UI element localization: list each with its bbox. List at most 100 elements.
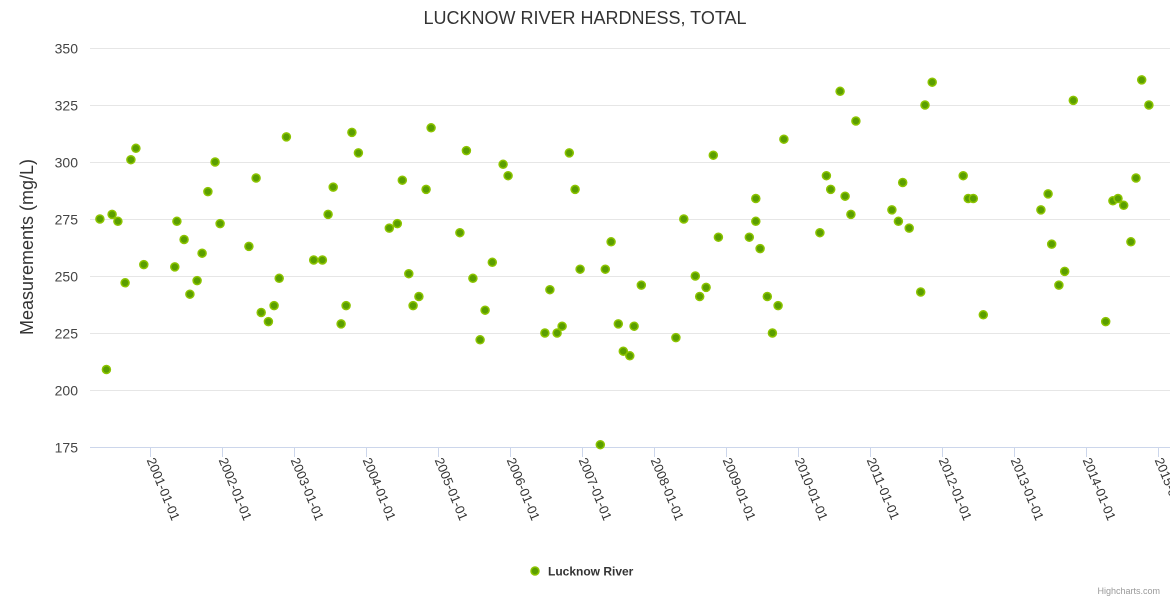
data-point[interactable] <box>397 175 408 185</box>
data-point[interactable] <box>773 300 783 311</box>
data-point[interactable] <box>920 100 930 110</box>
data-point[interactable] <box>840 191 850 201</box>
data-point[interactable] <box>897 177 908 188</box>
data-point[interactable] <box>107 209 117 220</box>
data-point[interactable] <box>274 273 284 284</box>
data-point[interactable] <box>384 223 395 233</box>
data-point[interactable] <box>835 86 845 97</box>
data-point[interactable] <box>392 218 403 229</box>
data-point[interactable] <box>475 335 485 345</box>
data-point[interactable] <box>564 148 575 158</box>
data-point[interactable] <box>251 173 261 183</box>
data-point[interactable] <box>120 278 130 288</box>
data-point[interactable] <box>779 134 789 144</box>
data-point[interactable] <box>421 184 431 195</box>
data-point[interactable] <box>197 248 207 258</box>
data-point[interactable] <box>179 234 189 245</box>
data-point[interactable] <box>480 305 490 315</box>
data-point[interactable] <box>203 186 213 197</box>
data-point[interactable] <box>139 259 149 270</box>
data-point[interactable] <box>755 243 765 254</box>
data-point[interactable] <box>113 216 123 227</box>
data-point[interactable] <box>671 332 681 343</box>
data-point[interactable] <box>170 262 180 272</box>
data-point[interactable] <box>762 291 773 302</box>
data-point[interactable] <box>625 351 635 361</box>
data-point[interactable] <box>978 310 989 320</box>
data-point[interactable] <box>767 328 778 338</box>
data-point[interactable] <box>690 271 701 281</box>
data-point[interactable] <box>893 216 904 227</box>
data-point[interactable] <box>552 328 562 338</box>
data-point[interactable] <box>815 227 825 238</box>
data-point[interactable] <box>751 216 761 227</box>
data-point[interactable] <box>1043 189 1053 199</box>
data-point[interactable] <box>414 291 424 302</box>
data-point[interactable] <box>821 170 832 181</box>
data-point[interactable] <box>887 205 897 215</box>
data-point[interactable] <box>1131 173 1141 183</box>
data-point[interactable] <box>825 184 836 195</box>
data-point[interactable] <box>101 364 112 375</box>
data-point[interactable] <box>570 184 580 195</box>
data-point[interactable] <box>904 223 914 233</box>
data-point[interactable] <box>281 132 292 142</box>
data-point[interactable] <box>185 289 195 299</box>
data-point[interactable] <box>701 282 711 293</box>
data-point[interactable] <box>468 273 478 284</box>
data-point[interactable] <box>341 300 351 311</box>
legend-label[interactable]: Lucknow River <box>548 565 634 579</box>
data-point[interactable] <box>1118 200 1129 211</box>
data-point[interactable] <box>126 154 136 165</box>
credits-link[interactable]: Highcharts.com <box>1097 586 1160 596</box>
legend-item-lucknow-river[interactable]: Lucknow River <box>530 565 634 579</box>
data-point[interactable] <box>545 284 555 295</box>
data-point[interactable] <box>461 145 472 156</box>
data-point[interactable] <box>968 193 979 204</box>
data-point[interactable] <box>1126 237 1136 247</box>
data-point[interactable] <box>353 148 364 158</box>
data-point[interactable] <box>851 116 861 126</box>
data-point[interactable] <box>575 264 585 274</box>
data-point[interactable] <box>172 216 182 227</box>
data-point[interactable] <box>503 170 513 181</box>
data-point[interactable] <box>487 257 498 268</box>
data-point[interactable] <box>1059 266 1070 277</box>
data-point[interactable] <box>131 143 141 154</box>
data-point[interactable] <box>1068 95 1079 106</box>
data-point[interactable] <box>210 157 220 167</box>
data-point[interactable] <box>1036 205 1046 215</box>
data-point[interactable] <box>1046 239 1057 249</box>
data-point[interactable] <box>679 214 689 224</box>
data-point[interactable] <box>1144 100 1154 110</box>
data-point[interactable] <box>256 307 266 318</box>
data-point[interactable] <box>629 321 639 331</box>
data-point[interactable] <box>1113 193 1123 204</box>
data-point[interactable] <box>636 280 647 290</box>
data-point[interactable] <box>958 170 968 181</box>
data-point[interactable] <box>618 346 629 356</box>
data-point[interactable] <box>455 227 465 238</box>
data-point[interactable] <box>215 218 225 229</box>
data-point[interactable] <box>498 159 508 170</box>
data-point[interactable] <box>713 232 724 242</box>
data-point[interactable] <box>915 287 926 297</box>
data-point[interactable] <box>263 316 274 327</box>
data-point[interactable] <box>595 439 606 450</box>
data-point[interactable] <box>1100 316 1111 327</box>
data-point[interactable] <box>408 300 418 311</box>
data-point[interactable] <box>557 321 567 331</box>
data-point[interactable] <box>328 182 338 192</box>
data-point[interactable] <box>1136 75 1147 85</box>
data-point[interactable] <box>846 209 856 220</box>
data-point[interactable] <box>540 328 550 338</box>
data-point[interactable] <box>927 77 937 87</box>
data-point[interactable] <box>404 268 414 279</box>
data-point[interactable] <box>613 319 624 329</box>
data-point[interactable] <box>192 275 202 286</box>
data-point[interactable] <box>269 300 279 311</box>
data-point[interactable] <box>336 319 346 329</box>
data-point[interactable] <box>426 123 436 133</box>
data-point[interactable] <box>751 193 761 204</box>
data-point[interactable] <box>1054 280 1064 290</box>
